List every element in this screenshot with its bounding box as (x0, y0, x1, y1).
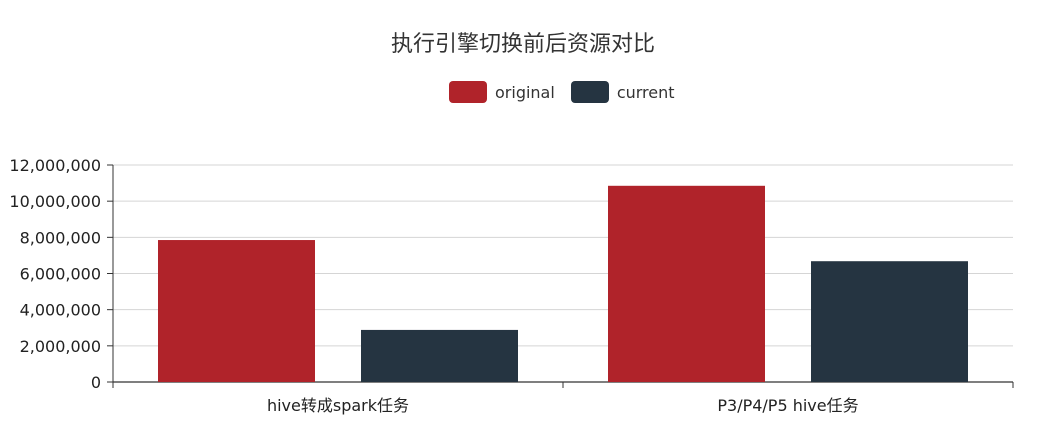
bar-current-0 (361, 329, 518, 382)
y-tick-label: 8,000,000 (20, 228, 101, 247)
bar-original-1 (608, 185, 765, 382)
legend-swatch-current (570, 81, 609, 103)
y-tick-label: 10,000,000 (9, 192, 101, 211)
y-tick-label: 0 (91, 373, 101, 392)
y-tick-label: 12,000,000 (9, 156, 101, 175)
legend-item-current[interactable]: current (570, 81, 675, 103)
x-category-label: hive转成spark任务 (267, 396, 409, 415)
y-tick-label: 4,000,000 (20, 301, 101, 320)
legend-label-current: current (616, 82, 675, 102)
legend-label-original: original (495, 82, 555, 102)
bar-current-1 (811, 261, 968, 382)
y-tick-label: 2,000,000 (20, 337, 101, 356)
x-category-label: P3/P4/P5 hive任务 (717, 396, 858, 415)
legend: original current (449, 80, 691, 104)
legend-item-original[interactable]: original (449, 81, 555, 103)
legend-swatch-original (449, 81, 487, 103)
chart-title: 执行引擎切换前后资源对比 (390, 32, 655, 57)
bar-original-0 (158, 240, 315, 382)
y-tick-label: 6,000,000 (20, 265, 101, 284)
